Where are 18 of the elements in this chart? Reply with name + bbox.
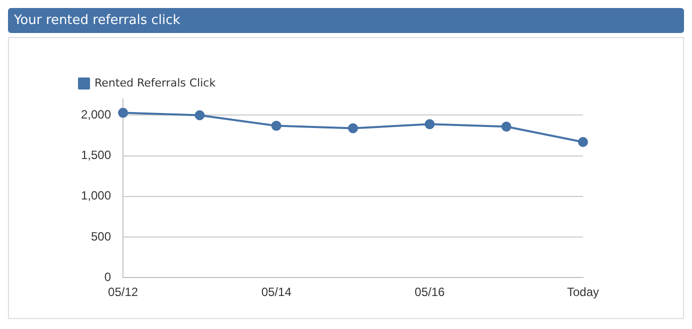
y-tick-label: 0 xyxy=(104,270,112,284)
x-tick-label: 05/12 xyxy=(108,285,138,300)
point xyxy=(348,123,358,134)
point xyxy=(578,137,588,148)
point xyxy=(501,122,512,132)
legend-label: Rented Referrals Click xyxy=(94,76,216,90)
y-tick-label: 500 xyxy=(91,229,112,244)
point xyxy=(118,108,128,118)
point xyxy=(424,119,435,130)
x-tick-label: 05/16 xyxy=(414,285,446,300)
x-tick-label: 05/14 xyxy=(261,285,292,300)
y-tick-label: 1,500 xyxy=(81,148,112,162)
x-tick-label: Today xyxy=(566,285,600,300)
y-tick-label: 1,000 xyxy=(81,188,112,203)
chart-title: Your rented referrals click xyxy=(8,8,684,33)
point xyxy=(271,120,282,131)
y-tick-label: 2,000 xyxy=(81,108,112,122)
point xyxy=(194,110,205,120)
